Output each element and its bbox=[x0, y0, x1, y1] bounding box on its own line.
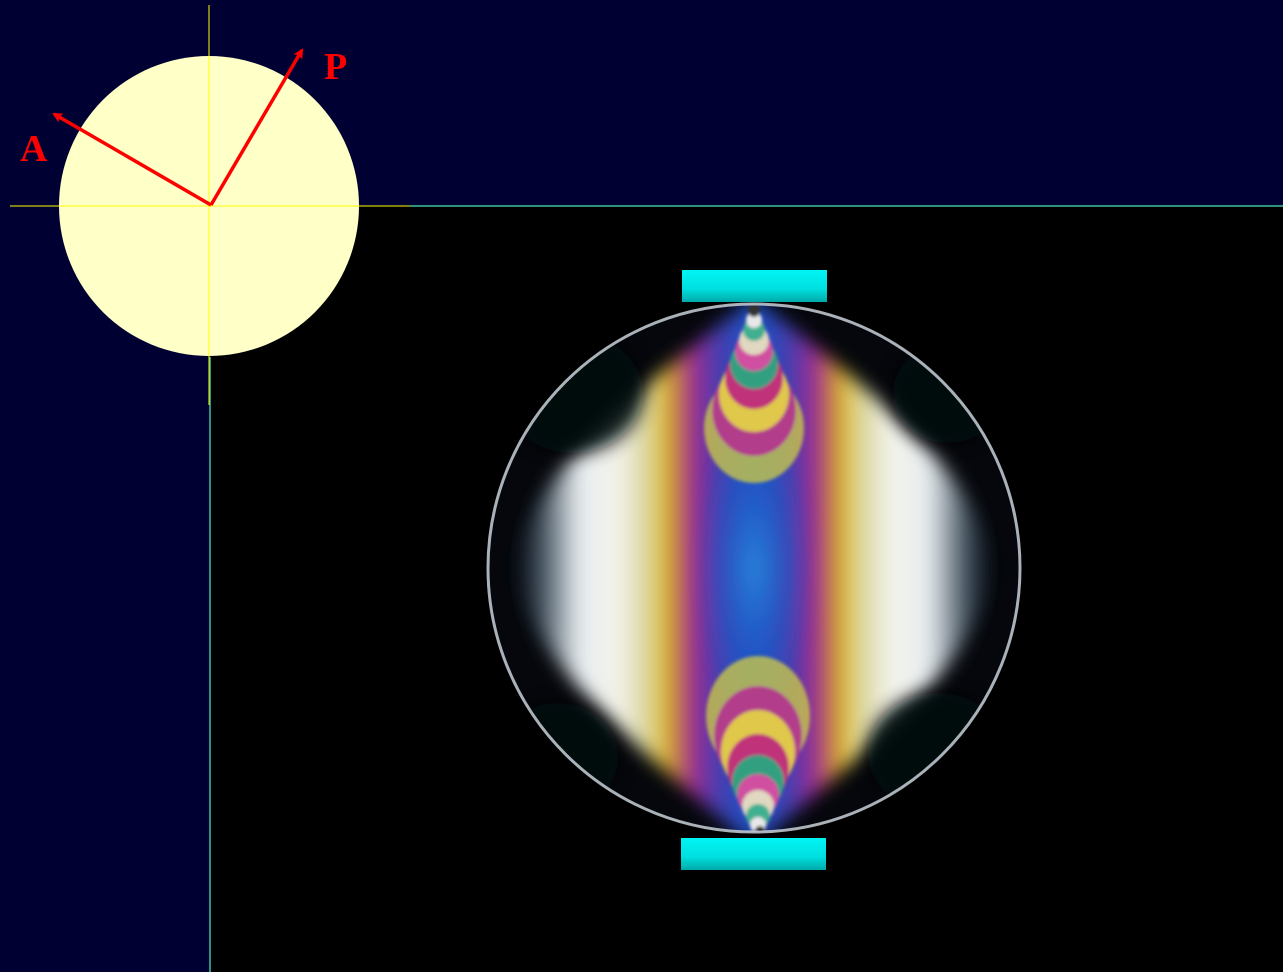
top-loading-platen bbox=[682, 270, 827, 302]
polarizer-label: P bbox=[324, 46, 348, 88]
analyzer-axis-arrow bbox=[52, 112, 212, 207]
polarizer-orientation-diagram bbox=[10, 5, 410, 405]
polarizer-axis-arrow bbox=[209, 48, 304, 206]
photoelastic-disk bbox=[486, 302, 1022, 834]
analyzer-label: A bbox=[20, 128, 48, 170]
bottom-loading-platen bbox=[681, 838, 826, 870]
disk-rim bbox=[486, 302, 1022, 834]
